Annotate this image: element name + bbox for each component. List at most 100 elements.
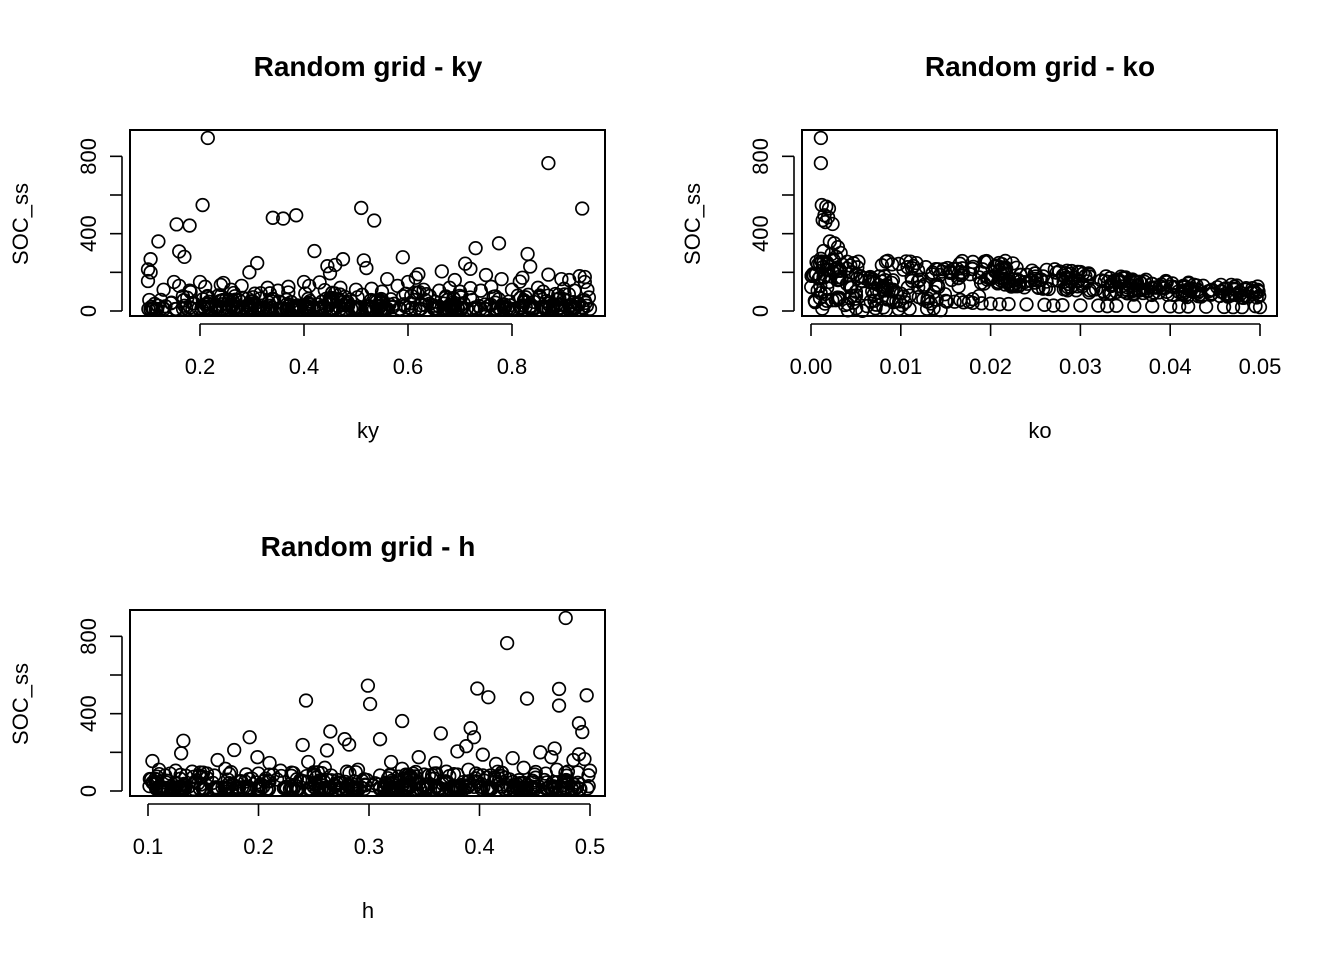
data-point	[851, 254, 866, 269]
data-point	[151, 234, 166, 249]
data-point	[515, 270, 530, 285]
data-point	[1137, 274, 1152, 289]
data-point	[502, 772, 517, 787]
data-point	[541, 267, 556, 282]
data-point	[408, 270, 423, 285]
y-axis: 0 400 800	[76, 618, 123, 797]
data-point	[447, 272, 462, 288]
data-point	[356, 253, 371, 268]
data-point	[358, 300, 373, 316]
x-axis-label: h	[362, 898, 374, 923]
data-point	[826, 253, 842, 268]
data-point	[324, 295, 339, 310]
data-point	[376, 780, 392, 795]
data-point	[360, 678, 376, 693]
data-point	[904, 273, 920, 289]
data-point	[175, 289, 191, 304]
data-point	[488, 295, 503, 310]
x-tick-label: 0.5	[575, 834, 606, 859]
y-axis-label: SOC_ss	[8, 663, 33, 745]
data-point	[1204, 282, 1220, 297]
data-point	[1012, 274, 1028, 289]
data-point	[505, 750, 520, 766]
data-point	[473, 283, 488, 298]
x-tick-label: 0.1	[133, 834, 164, 859]
data-point	[899, 254, 914, 269]
x-tick-label: 0.03	[1059, 354, 1102, 379]
data-point	[819, 199, 834, 214]
x-tick-label: 0.4	[464, 834, 495, 859]
data-point	[1176, 283, 1192, 298]
data-point	[1071, 274, 1086, 289]
data-point	[245, 294, 261, 309]
data-point	[863, 294, 878, 309]
y-axis: 0 400 800	[748, 138, 795, 317]
data-point	[818, 214, 833, 230]
x-tick-label: 0.04	[1149, 354, 1192, 379]
data-point	[141, 301, 156, 317]
data-point	[350, 290, 365, 305]
x-axis-label: ky	[357, 418, 379, 443]
data-point	[173, 746, 189, 761]
data-point	[169, 217, 184, 232]
data-point	[532, 288, 547, 303]
data-point	[937, 287, 953, 302]
y-tick-label: 0	[76, 785, 101, 797]
data-point	[367, 213, 382, 228]
data-point	[528, 764, 543, 780]
data-point	[999, 261, 1014, 277]
data-point	[312, 275, 327, 290]
data-point	[362, 696, 378, 712]
data-point	[912, 272, 927, 287]
data-point	[1046, 298, 1061, 313]
data-point	[470, 681, 485, 696]
data-point	[140, 262, 156, 277]
data-point	[215, 780, 230, 795]
y-tick-label: 800	[748, 138, 773, 175]
data-point	[1081, 266, 1096, 281]
data-point	[411, 750, 426, 765]
data-point	[854, 273, 870, 288]
data-point	[1232, 284, 1247, 300]
data-point	[833, 263, 848, 278]
data-point	[1061, 276, 1076, 292]
data-point	[269, 772, 285, 787]
data-point	[1034, 272, 1049, 287]
data-point	[544, 750, 559, 765]
data-point	[242, 730, 257, 745]
data-point	[1109, 298, 1124, 313]
data-point	[323, 768, 339, 783]
data-point	[289, 208, 304, 223]
data-point	[862, 271, 877, 286]
data-point	[884, 275, 899, 291]
data-point	[185, 296, 200, 311]
data-point	[218, 292, 234, 307]
x-tick-label: 0.4	[289, 354, 320, 379]
data-point	[284, 768, 299, 783]
data-point	[468, 766, 484, 781]
data-point	[519, 691, 535, 706]
data-point	[932, 267, 948, 283]
data-point	[177, 298, 192, 313]
data-point	[549, 781, 564, 797]
panel-h: Random grid - h h SOC_ss 0.1 0.2 0.3 0.4 0.5…	[8, 531, 606, 923]
data-point	[523, 259, 538, 274]
y-tick-label: 0	[748, 305, 773, 317]
data-point	[565, 301, 581, 316]
data-point	[831, 269, 846, 285]
data-point	[513, 301, 528, 316]
data-point	[895, 298, 910, 313]
data-point	[813, 130, 829, 146]
data-point	[1023, 273, 1038, 288]
data-point	[395, 289, 411, 304]
data-point	[418, 292, 433, 308]
data-point	[192, 274, 208, 290]
x-axis: 0.1 0.2 0.3 0.4 0.5	[133, 803, 606, 859]
chart-title: Random grid - h	[261, 531, 476, 562]
data-point	[403, 301, 419, 317]
x-axis-label: ko	[1028, 418, 1051, 443]
data-point	[398, 781, 413, 796]
data-point	[450, 744, 465, 759]
data-point	[1079, 274, 1095, 289]
data-point	[558, 610, 573, 626]
